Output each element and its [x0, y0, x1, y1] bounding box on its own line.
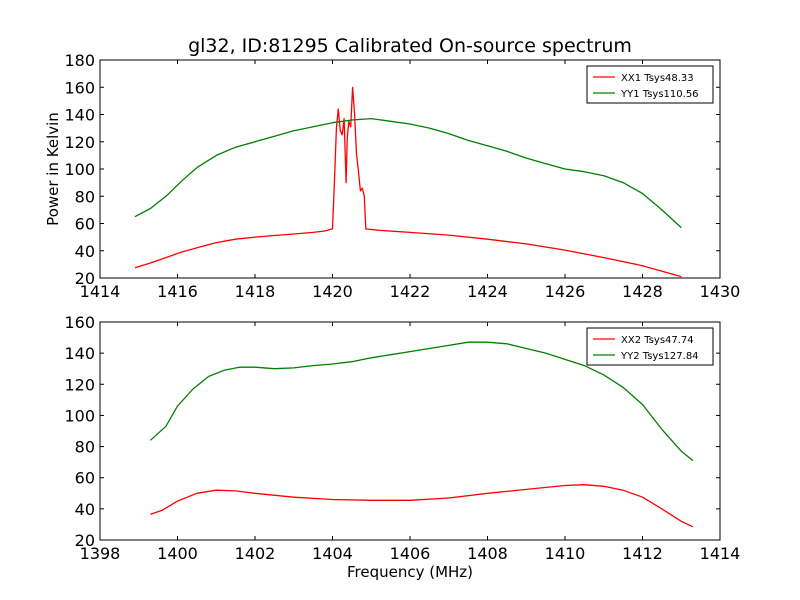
y-tick-label: 40: [75, 500, 95, 519]
y-tick-label: 20: [75, 531, 95, 550]
x-tick-label: 1430: [700, 282, 741, 301]
x-tick-label: 1426: [545, 282, 586, 301]
series-line-0-1: [134, 117, 682, 229]
x-tick-label: 1406: [390, 544, 431, 563]
x-tick-label: 1420: [312, 282, 353, 301]
legend-label-0: XX1 Tsys48.33: [621, 73, 694, 84]
y-tick-label: 180: [64, 51, 95, 70]
x-tick-label: 1414: [80, 282, 121, 301]
x-tick-label: 1408: [467, 544, 508, 563]
y-axis-label: Power in Kelvin: [44, 112, 62, 226]
y-tick-label: 120: [64, 375, 95, 394]
y-tick-label: 160: [64, 313, 95, 332]
legend-label-1: YY2 Tsys127.84: [620, 351, 699, 362]
y-tick-label: 120: [64, 133, 95, 152]
series-line-1-1: [149, 341, 694, 462]
y-tick-label: 60: [75, 469, 95, 488]
y-tick-label: 80: [75, 438, 95, 457]
y-tick-label: 40: [75, 242, 95, 261]
x-tick-label: 1404: [312, 544, 353, 563]
x-tick-label: 1400: [157, 544, 198, 563]
x-tick-label: 1424: [467, 282, 508, 301]
x-tick-label: 1416: [157, 282, 198, 301]
chart-title: gl32, ID:81295 Calibrated On-source spec…: [188, 35, 632, 57]
x-tick-label: 1418: [235, 282, 276, 301]
x-tick-label: 1402: [235, 544, 276, 563]
legend-box: [586, 65, 714, 104]
bottom-plot-panel: 1398 1400 1402 1404 1406 1408 1410 1412 1414 20 40…: [64, 313, 740, 581]
y-tick-label: 140: [64, 344, 95, 363]
series-line-0-0: [134, 86, 682, 278]
x-axis-label: Frequency (MHz): [347, 563, 473, 581]
legend-label-1: YY1 Tsys110.56: [620, 89, 699, 100]
x-tick-label: 1398: [80, 544, 121, 563]
y-tick-label: 20: [75, 269, 95, 288]
x-tick-label: 1414: [700, 544, 741, 563]
series-line-1-0: [150, 484, 694, 528]
y-tick-label: 100: [64, 160, 95, 179]
x-tick-label: 1410: [545, 544, 586, 563]
legend-box: [586, 327, 714, 366]
top-plot-panel: 1414 1416 1418 1420 1422 1424 1426 1428 1430 20 40…: [44, 51, 740, 301]
x-tick-label: 1422: [390, 282, 431, 301]
y-tick-label: 140: [64, 106, 95, 125]
legend-label-0: XX2 Tsys47.74: [621, 335, 694, 346]
x-tick-label: 1412: [622, 544, 663, 563]
y-tick-label: 60: [75, 215, 95, 234]
y-tick-label: 160: [64, 78, 95, 97]
y-tick-label: 100: [64, 406, 95, 425]
y-tick-label: 80: [75, 187, 95, 206]
x-tick-label: 1428: [622, 282, 663, 301]
